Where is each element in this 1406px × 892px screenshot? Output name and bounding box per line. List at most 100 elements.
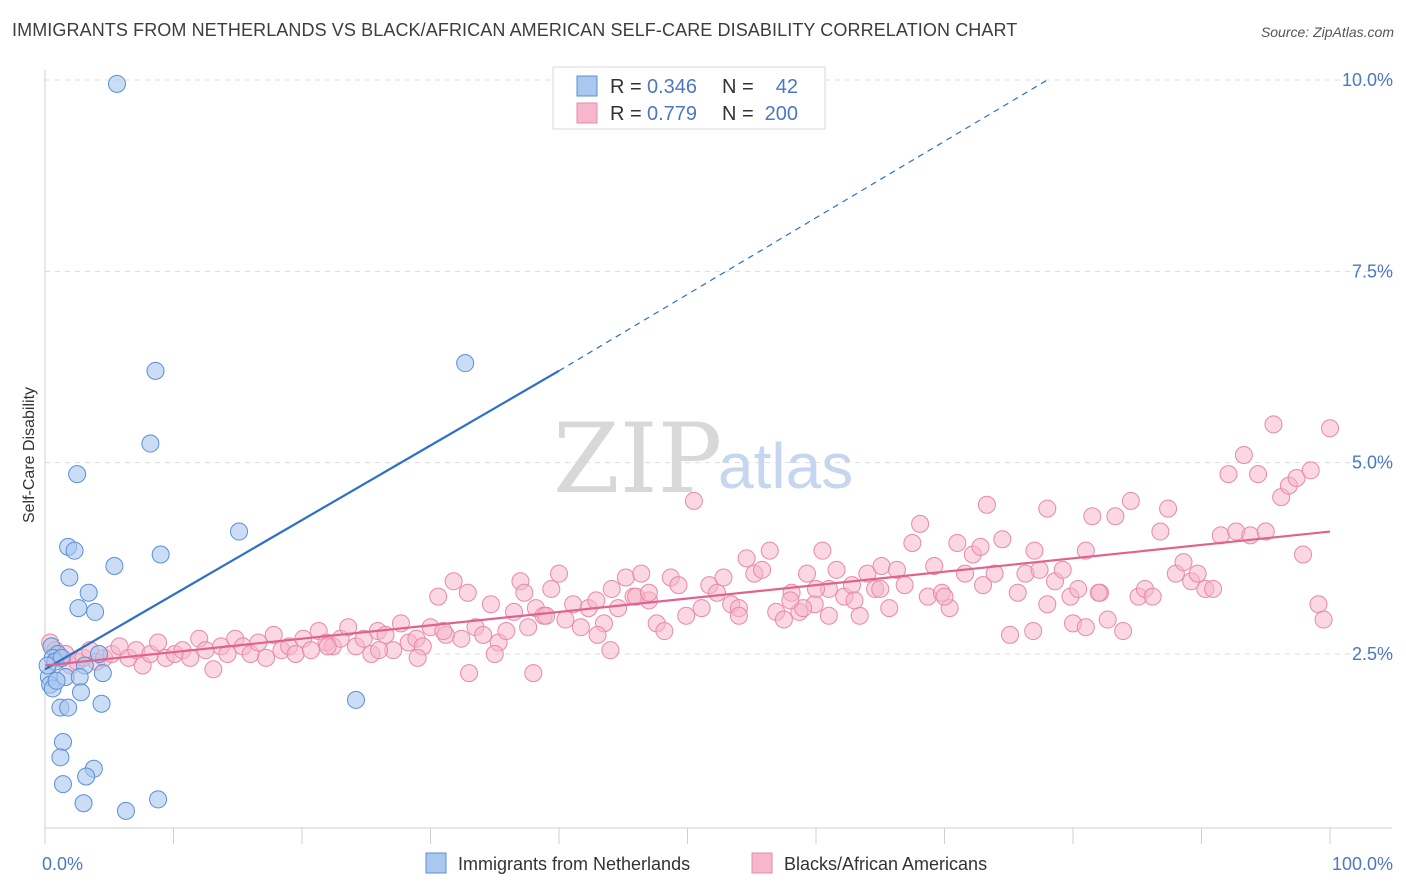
data-point-pink (1287, 468, 1306, 487)
data-point-pink (827, 560, 846, 579)
data-point-pink (813, 541, 832, 560)
data-point-pink (264, 625, 283, 644)
data-point-pink (669, 576, 688, 595)
data-point-pink (1024, 622, 1043, 641)
source-credit: Source: ZipAtlas.com (1260, 24, 1394, 40)
data-point-pink (1069, 579, 1088, 598)
data-point-pink (408, 648, 427, 667)
data-point-pink (1025, 541, 1044, 560)
data-point-pink (977, 495, 996, 514)
data-point-blue (47, 671, 66, 690)
data-point-pink (204, 660, 223, 679)
data-point-pink (429, 587, 448, 606)
data-point-pink (370, 641, 389, 660)
data-point-pink (819, 606, 838, 625)
data-point-pink (807, 579, 825, 598)
data-point-pink (474, 625, 493, 644)
data-point-blue (151, 545, 170, 564)
data-point-pink (887, 560, 906, 579)
data-point-pink (1038, 595, 1057, 614)
legend-n-value-pink: 200 (765, 103, 798, 125)
data-point-pink (1143, 587, 1162, 606)
data-point-pink (286, 645, 305, 663)
data-point-blue (51, 748, 70, 767)
data-point-pink (1076, 541, 1095, 560)
data-point-pink (1174, 553, 1193, 572)
data-point-pink (974, 576, 993, 595)
legend-swatch-blue (576, 75, 598, 97)
data-point-pink (1083, 507, 1102, 526)
trend-line-pink (44, 530, 1331, 667)
series-immigrants-from-netherlands (38, 74, 475, 820)
data-point-pink (339, 618, 358, 637)
data-point-pink (911, 514, 930, 533)
legend-r-value-blue: 0.346 (647, 76, 697, 98)
data-point-blue (92, 694, 111, 713)
data-point-pink (1309, 595, 1328, 614)
data-point-pink (708, 583, 727, 602)
data-point-pink (993, 530, 1012, 549)
legend-r-label-pink: R = (610, 103, 642, 125)
data-point-pink (1256, 522, 1275, 541)
data-point-pink (1159, 499, 1178, 518)
legend-n-label-blue: N = (722, 76, 754, 98)
data-point-pink (519, 618, 538, 637)
trend-line-blue-extension (558, 79, 1048, 372)
data-point-pink (714, 568, 733, 587)
data-point-pink (149, 633, 168, 652)
data-point-blue (60, 568, 79, 587)
data-point-pink (729, 606, 748, 625)
legend-n-value-blue: 42 (776, 76, 798, 98)
data-point-pink (1151, 522, 1170, 541)
data-point-pink (774, 610, 793, 629)
data-point-pink (1001, 625, 1020, 644)
data-point-pink (485, 645, 504, 663)
data-point-blue (71, 683, 90, 702)
data-point-blue (107, 74, 126, 93)
data-point-pink (639, 583, 658, 602)
data-point-pink (444, 572, 463, 591)
data-point-pink (971, 537, 990, 556)
data-point-pink (301, 641, 320, 660)
data-point-pink (1098, 610, 1117, 629)
data-point-pink (588, 625, 607, 644)
data-point-pink (1264, 415, 1283, 434)
data-point-pink (1089, 583, 1108, 602)
data-point-blue (69, 599, 88, 618)
data-point-blue (89, 645, 108, 663)
data-point-pink (798, 564, 817, 583)
data-point-pink (677, 606, 696, 625)
data-point-pink (571, 618, 590, 637)
data-point-blue (68, 465, 87, 484)
data-point-blue (74, 794, 93, 813)
data-point-pink (1314, 610, 1333, 629)
data-point-pink (497, 622, 516, 641)
data-point-pink (1106, 507, 1125, 526)
data-point-pink (1053, 560, 1072, 579)
data-point-pink (537, 606, 556, 625)
data-point-pink (1076, 618, 1095, 637)
data-point-pink (524, 664, 543, 683)
data-point-blue (230, 522, 249, 541)
y-tick-label: 7.5% (1352, 261, 1393, 281)
trend-line-blue (44, 369, 560, 671)
data-point-pink (458, 583, 477, 602)
data-point-blue (146, 361, 165, 380)
data-point-pink (257, 648, 276, 667)
data-point-blue (70, 667, 89, 686)
data-point-pink (515, 583, 534, 602)
data-point-pink (460, 664, 479, 683)
legend-r-label-blue: R = (610, 76, 642, 98)
data-point-pink (948, 534, 967, 553)
data-point-pink (550, 564, 568, 583)
data-point-pink (1294, 545, 1313, 564)
data-point-pink (655, 622, 674, 641)
y-tick-label: 10.0% (1342, 70, 1393, 90)
data-point-pink (318, 637, 337, 656)
bottom-legend-label-blue: Immigrants from Netherlands (458, 854, 690, 874)
data-point-blue (53, 733, 72, 752)
legend-swatch-pink (576, 102, 598, 124)
data-point-blue (65, 541, 84, 560)
data-point-pink (1321, 419, 1339, 438)
data-point-pink (684, 491, 703, 510)
